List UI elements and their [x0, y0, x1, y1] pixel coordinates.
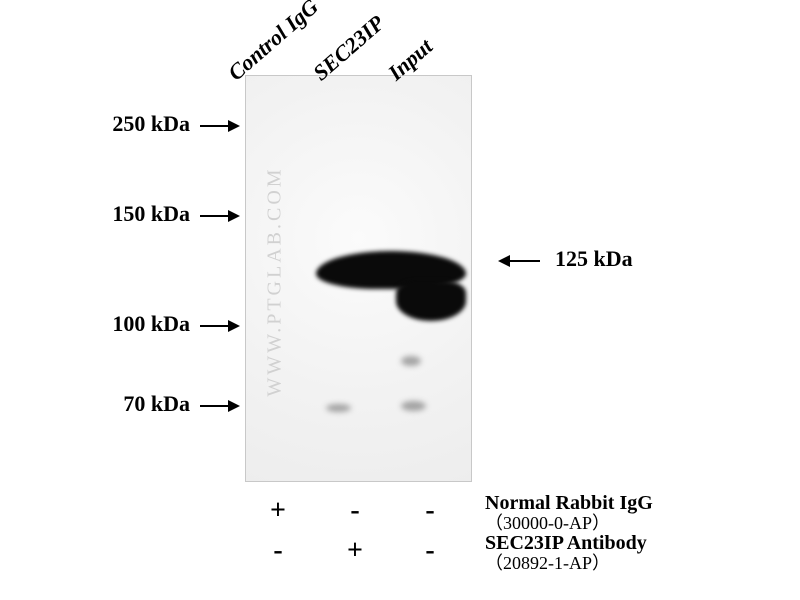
- mw-label-2: 100 kDa: [80, 311, 190, 337]
- mw-label-1: 150 kDa: [80, 201, 190, 227]
- pm-0-1: -: [340, 495, 370, 527]
- lane-label-0: Control IgG: [223, 0, 324, 86]
- target-band-label: 125 kDa: [555, 246, 633, 272]
- mw-label-0: 250 kDa: [80, 111, 190, 137]
- pm-0-2: -: [415, 495, 445, 527]
- watermark-text: WWW.PTGLAB.COM: [264, 166, 287, 396]
- blot-band-2: [326, 404, 351, 412]
- mw-arrow-1: [200, 215, 238, 217]
- antibody-cat-0: （30000-0-AP）: [485, 514, 653, 534]
- antibody-cat-1: （20892-1-AP）: [485, 554, 647, 574]
- mw-arrow-0: [200, 125, 238, 127]
- pm-0-0: +: [263, 495, 293, 527]
- pm-1-0: -: [263, 535, 293, 567]
- target-band-arrow: [500, 260, 540, 262]
- pm-1-1: +: [340, 535, 370, 567]
- antibody-name-1: SEC23IP Antibody: [485, 532, 647, 554]
- mw-label-3: 70 kDa: [80, 391, 190, 417]
- pm-1-2: -: [415, 535, 445, 567]
- blot-band-3: [401, 401, 426, 411]
- blot-band-1: [396, 281, 466, 321]
- antibody-name-0: Normal Rabbit IgG: [485, 492, 653, 514]
- blot-band-4: [401, 356, 421, 366]
- mw-arrow-3: [200, 405, 238, 407]
- mw-arrow-2: [200, 325, 238, 327]
- antibody-label-1: SEC23IP Antibody（20892-1-AP）: [485, 532, 647, 574]
- antibody-label-0: Normal Rabbit IgG（30000-0-AP）: [485, 492, 653, 534]
